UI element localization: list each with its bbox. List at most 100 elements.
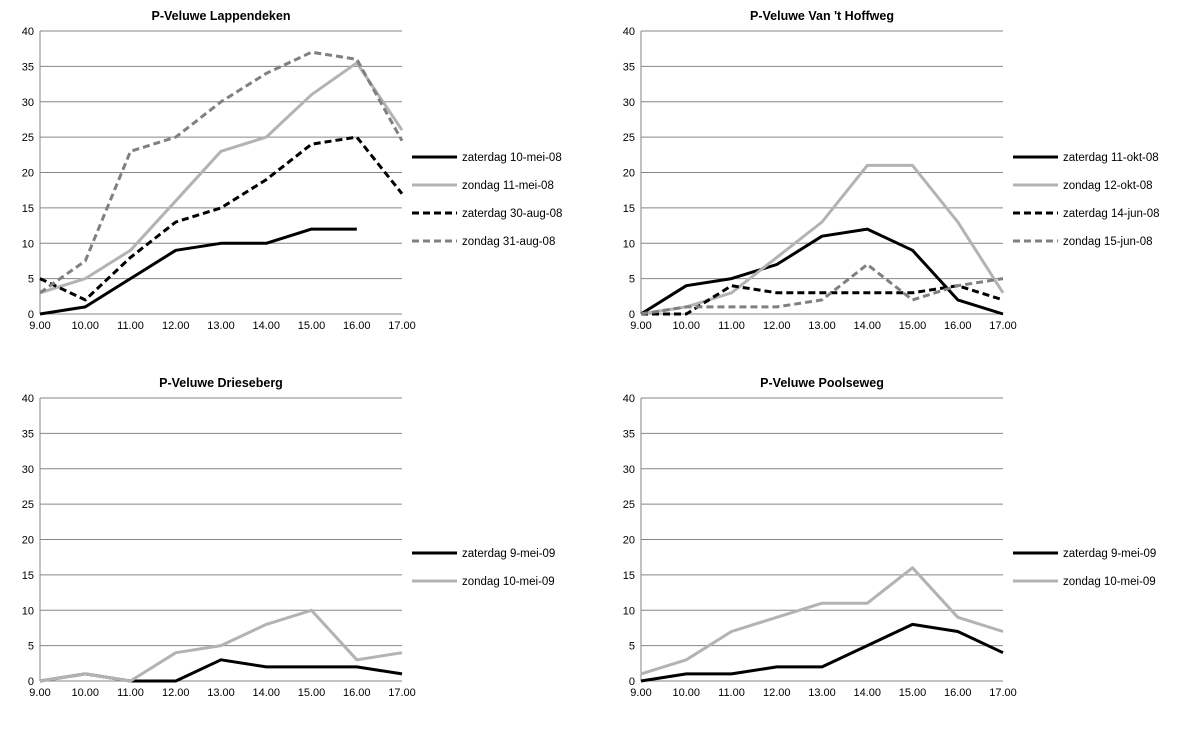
x-tick-label: 11.00 bbox=[718, 320, 745, 332]
y-tick-label: 10 bbox=[623, 605, 635, 617]
x-tick-label: 16.00 bbox=[944, 320, 972, 332]
x-tick-label: 17.00 bbox=[989, 320, 1017, 332]
x-tick-label: 12.00 bbox=[763, 320, 791, 332]
legend-label: zondag 12-okt-08 bbox=[1063, 180, 1153, 192]
chart-poolseweg: 0 5 10 15 20 25 30 35 40 9.00 10.00 11.00 12.00 13.00… bbox=[601, 367, 1202, 734]
chart-vant-hoffweg: 0 5 10 15 20 25 30 35 40 9.00 10.00 11.00 12.00 13.00… bbox=[601, 0, 1202, 367]
series-line-1 bbox=[640, 622, 1004, 683]
series-line-2 bbox=[39, 61, 404, 295]
chart-title: P-Veluwe Lappendeken bbox=[152, 9, 291, 23]
x-tick-label: 11.00 bbox=[718, 687, 745, 699]
y-tick-label: 35 bbox=[623, 428, 635, 440]
y-tick-label: 40 bbox=[623, 26, 635, 38]
x-tick-label: 9.00 bbox=[630, 320, 651, 332]
y-tick-label: 0 bbox=[629, 309, 635, 321]
x-tick-label: 10.00 bbox=[71, 320, 99, 332]
y-tick-label: 30 bbox=[623, 464, 635, 476]
legend-label: zondag 10-mei-09 bbox=[1063, 576, 1156, 588]
series-line-3 bbox=[39, 135, 404, 302]
x-tick-label: 17.00 bbox=[989, 687, 1017, 699]
x-tick-label: 17.00 bbox=[388, 687, 416, 699]
chart-lappendeken: 0 5 10 15 20 25 30 35 40 9.00 10.00 11.00 12.00 13.00… bbox=[0, 0, 601, 367]
x-tick-label: 16.00 bbox=[343, 687, 371, 699]
x-tick-label: 13.00 bbox=[207, 687, 235, 699]
chart-title: P-Veluwe Van 't Hoffweg bbox=[750, 9, 894, 23]
x-tick-label: 16.00 bbox=[343, 320, 371, 332]
series-line-4 bbox=[640, 263, 1004, 316]
y-tick-label: 30 bbox=[22, 97, 34, 109]
chart-title: P-Veluwe Drieseberg bbox=[159, 376, 283, 390]
legend-label: zondag 15-jun-08 bbox=[1063, 236, 1153, 248]
y-tick-label: 5 bbox=[28, 274, 34, 286]
series-line-2 bbox=[640, 163, 1005, 316]
x-tick-label: 13.00 bbox=[207, 320, 235, 332]
series-line-2 bbox=[640, 566, 1004, 676]
x-tick-label: 13.00 bbox=[808, 320, 836, 332]
y-tick-label: 25 bbox=[623, 132, 635, 144]
y-tick-label: 25 bbox=[22, 499, 34, 511]
x-tick-label: 15.00 bbox=[298, 687, 326, 699]
y-tick-label: 5 bbox=[629, 641, 635, 653]
chart-drieseberg: 0 5 10 15 20 25 30 35 40 9.00 10.00 11.00 12.00 13.00… bbox=[0, 367, 601, 734]
series-line-1 bbox=[39, 227, 357, 316]
series-line-1 bbox=[39, 658, 403, 683]
y-tick-label: 5 bbox=[629, 274, 635, 286]
y-tick-label: 25 bbox=[623, 499, 635, 511]
x-tick-label: 12.00 bbox=[763, 687, 791, 699]
x-tick-label: 14.00 bbox=[252, 320, 280, 332]
y-tick-label: 20 bbox=[22, 168, 34, 180]
series-line-4 bbox=[39, 50, 404, 295]
y-tick-label: 5 bbox=[28, 641, 34, 653]
y-tick-label: 20 bbox=[623, 168, 635, 180]
x-tick-label: 10.00 bbox=[71, 687, 99, 699]
x-tick-label: 15.00 bbox=[298, 320, 326, 332]
y-tick-label: 20 bbox=[22, 535, 34, 547]
x-tick-label: 12.00 bbox=[162, 320, 190, 332]
legend-label: zondag 11-mei-08 bbox=[462, 180, 554, 192]
x-tick-label: 10.00 bbox=[672, 687, 700, 699]
legend-label: zondag 31-aug-08 bbox=[462, 236, 555, 248]
series-line-2 bbox=[39, 608, 403, 683]
y-tick-label: 30 bbox=[623, 97, 635, 109]
legend-label: zaterdag 9-mei-09 bbox=[462, 548, 555, 560]
y-tick-label: 15 bbox=[22, 203, 34, 215]
y-tick-label: 0 bbox=[28, 309, 34, 321]
y-tick-label: 40 bbox=[22, 393, 34, 405]
y-tick-label: 25 bbox=[22, 132, 34, 144]
x-tick-label: 11.00 bbox=[117, 687, 144, 699]
y-tick-label: 40 bbox=[623, 393, 635, 405]
y-tick-label: 0 bbox=[629, 676, 635, 688]
series-line-3 bbox=[641, 284, 1004, 316]
y-tick-label: 15 bbox=[623, 570, 635, 582]
x-tick-label: 12.00 bbox=[162, 687, 190, 699]
x-tick-label: 14.00 bbox=[853, 687, 881, 699]
x-tick-label: 16.00 bbox=[944, 687, 972, 699]
y-tick-label: 20 bbox=[623, 535, 635, 547]
y-tick-label: 35 bbox=[22, 61, 34, 73]
legend-label: zaterdag 11-okt-08 bbox=[1063, 152, 1159, 164]
y-tick-label: 15 bbox=[22, 570, 34, 582]
x-tick-label: 15.00 bbox=[899, 687, 927, 699]
legend-label: zaterdag 14-jun-08 bbox=[1063, 208, 1160, 220]
y-tick-label: 10 bbox=[623, 238, 635, 250]
x-tick-label: 11.00 bbox=[117, 320, 144, 332]
y-tick-label: 35 bbox=[623, 61, 635, 73]
chart-title: P-Veluwe Poolseweg bbox=[760, 376, 884, 390]
legend-label: zaterdag 30-aug-08 bbox=[462, 208, 562, 220]
y-tick-label: 10 bbox=[22, 605, 34, 617]
legend-label: zondag 10-mei-09 bbox=[462, 576, 555, 588]
legend-label: zaterdag 10-mei-08 bbox=[462, 152, 562, 164]
y-tick-label: 10 bbox=[22, 238, 34, 250]
x-tick-label: 15.00 bbox=[899, 320, 927, 332]
y-tick-label: 0 bbox=[28, 676, 34, 688]
x-tick-label: 9.00 bbox=[630, 687, 651, 699]
y-tick-label: 15 bbox=[623, 203, 635, 215]
x-tick-label: 13.00 bbox=[808, 687, 836, 699]
x-tick-label: 10.00 bbox=[672, 320, 700, 332]
y-tick-label: 30 bbox=[22, 464, 34, 476]
x-tick-label: 14.00 bbox=[853, 320, 881, 332]
y-tick-label: 40 bbox=[22, 26, 34, 38]
x-tick-label: 14.00 bbox=[252, 687, 280, 699]
x-tick-label: 9.00 bbox=[29, 687, 50, 699]
series-line-1 bbox=[640, 227, 1004, 316]
